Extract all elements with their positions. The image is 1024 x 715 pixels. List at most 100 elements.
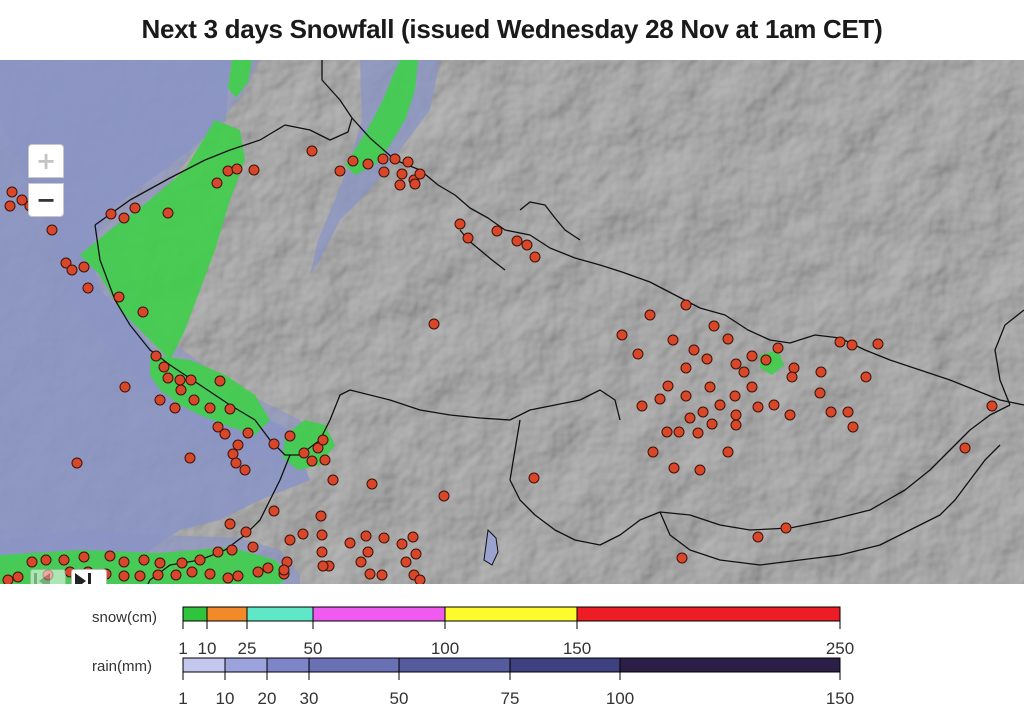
station-marker[interactable] — [284, 430, 296, 442]
station-marker[interactable] — [239, 464, 251, 476]
station-marker[interactable] — [129, 202, 141, 214]
station-marker[interactable] — [673, 426, 685, 438]
station-marker[interactable] — [708, 320, 720, 332]
station-marker[interactable] — [316, 529, 328, 541]
station-marker[interactable] — [334, 165, 346, 177]
station-marker[interactable] — [378, 532, 390, 544]
station-marker[interactable] — [58, 554, 70, 566]
station-marker[interactable] — [312, 442, 324, 454]
station-marker[interactable] — [378, 166, 390, 178]
station-marker[interactable] — [846, 339, 858, 351]
station-marker[interactable] — [396, 168, 408, 180]
station-marker[interactable] — [188, 394, 200, 406]
station-marker[interactable] — [788, 362, 800, 374]
station-marker[interactable] — [231, 163, 243, 175]
station-marker[interactable] — [118, 570, 130, 582]
station-marker[interactable] — [230, 457, 242, 469]
station-marker[interactable] — [784, 409, 796, 421]
station-marker[interactable] — [529, 251, 541, 263]
station-marker[interactable] — [16, 194, 28, 206]
next-frame-button[interactable] — [71, 569, 107, 584]
snowfall-map[interactable]: + − — [0, 60, 1024, 584]
station-marker[interactable] — [137, 306, 149, 318]
station-marker[interactable] — [248, 164, 260, 176]
station-marker[interactable] — [842, 406, 854, 418]
station-marker[interactable] — [730, 409, 742, 421]
station-marker[interactable] — [242, 427, 254, 439]
station-marker[interactable] — [46, 224, 58, 236]
station-marker[interactable] — [528, 472, 540, 484]
station-marker[interactable] — [521, 239, 533, 251]
station-marker[interactable] — [959, 442, 971, 454]
station-marker[interactable] — [185, 374, 197, 386]
zoom-in-button[interactable]: + — [28, 144, 64, 178]
station-marker[interactable] — [780, 522, 792, 534]
station-marker[interactable] — [6, 186, 18, 198]
station-marker[interactable] — [278, 564, 290, 576]
station-marker[interactable] — [317, 560, 329, 572]
station-marker[interactable] — [654, 393, 666, 405]
station-marker[interactable] — [752, 401, 764, 413]
station-marker[interactable] — [786, 371, 798, 383]
station-marker[interactable] — [211, 177, 223, 189]
station-marker[interactable] — [438, 490, 450, 502]
station-marker[interactable] — [730, 358, 742, 370]
station-marker[interactable] — [154, 394, 166, 406]
station-marker[interactable] — [174, 374, 186, 386]
station-marker[interactable] — [402, 156, 414, 168]
station-marker[interactable] — [317, 434, 329, 446]
station-marker[interactable] — [240, 526, 252, 538]
station-marker[interactable] — [366, 478, 378, 490]
station-marker[interactable] — [668, 462, 680, 474]
station-marker[interactable] — [825, 406, 837, 418]
map-canvas[interactable] — [0, 60, 1024, 584]
station-marker[interactable] — [138, 554, 150, 566]
station-marker[interactable] — [40, 554, 52, 566]
station-marker[interactable] — [315, 510, 327, 522]
station-marker[interactable] — [12, 571, 24, 583]
station-marker[interactable] — [647, 446, 659, 458]
station-marker[interactable] — [847, 421, 859, 433]
station-marker[interactable] — [214, 375, 226, 387]
station-marker[interactable] — [232, 439, 244, 451]
station-marker[interactable] — [616, 329, 628, 341]
station-marker[interactable] — [688, 344, 700, 356]
station-marker[interactable] — [319, 454, 331, 466]
station-marker[interactable] — [701, 353, 713, 365]
station-marker[interactable] — [186, 566, 198, 578]
station-marker[interactable] — [247, 541, 259, 553]
station-marker[interactable] — [268, 505, 280, 517]
station-marker[interactable] — [986, 400, 998, 412]
station-marker[interactable] — [714, 399, 726, 411]
station-marker[interactable] — [152, 569, 164, 581]
station-marker[interactable] — [204, 402, 216, 414]
station-marker[interactable] — [222, 165, 234, 177]
station-marker[interactable] — [697, 406, 709, 418]
station-marker[interactable] — [760, 354, 772, 366]
station-marker[interactable] — [212, 421, 224, 433]
station-marker[interactable] — [692, 427, 704, 439]
station-marker[interactable] — [169, 402, 181, 414]
station-marker[interactable] — [184, 452, 196, 464]
station-marker[interactable] — [158, 361, 170, 373]
station-marker[interactable] — [491, 225, 503, 237]
station-marker[interactable] — [104, 550, 116, 562]
station-marker[interactable] — [752, 531, 764, 543]
station-marker[interactable] — [316, 546, 328, 558]
station-marker[interactable] — [298, 447, 310, 459]
station-marker[interactable] — [222, 572, 234, 584]
station-marker[interactable] — [462, 232, 474, 244]
station-marker[interactable] — [118, 212, 130, 224]
station-marker[interactable] — [327, 474, 339, 486]
station-marker[interactable] — [414, 168, 426, 180]
station-marker[interactable] — [364, 568, 376, 580]
station-marker[interactable] — [268, 438, 280, 450]
station-marker[interactable] — [306, 455, 318, 467]
station-marker[interactable] — [815, 366, 827, 378]
station-marker[interactable] — [226, 544, 238, 556]
station-marker[interactable] — [175, 384, 187, 396]
station-marker[interactable] — [232, 570, 244, 582]
station-marker[interactable] — [355, 556, 367, 568]
station-markers[interactable] — [2, 145, 998, 584]
station-marker[interactable] — [284, 534, 296, 546]
